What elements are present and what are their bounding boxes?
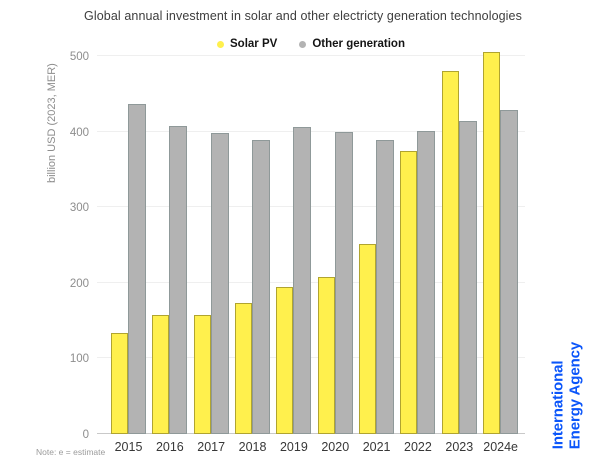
- bar-other-generation-2023: [458, 121, 477, 434]
- y-tick-label: 200: [69, 277, 89, 290]
- iea-wordmark-line2: Energy Agency: [566, 342, 584, 450]
- bar-solar-pv-2019: [276, 286, 294, 434]
- y-axis-title: billion USD (2023, MER): [46, 63, 58, 183]
- x-tick-label: 2019: [279, 440, 308, 454]
- legend-item-solar-pv: Solar PV: [217, 38, 277, 50]
- bar-solar-pv-2015: [111, 333, 128, 434]
- legend-label: Other generation: [312, 38, 405, 50]
- x-tick-label: 2021: [362, 440, 391, 454]
- x-tick-label: 2024e: [483, 440, 519, 454]
- plot-area: 0 100 200 300 400 500 2015 2016 2017 2018 2019 2020…: [70, 51, 525, 454]
- y-tick-label: 400: [69, 126, 89, 139]
- bar-other-generation-2016: [169, 126, 188, 434]
- legend-label: Solar PV: [230, 38, 278, 50]
- y-tick-label: 500: [69, 51, 89, 63]
- legend-dot-icon: [217, 40, 225, 48]
- legend-dot-icon: [299, 40, 307, 48]
- bar-other-generation-2018: [252, 139, 271, 434]
- bar-other-generation-2017: [210, 133, 229, 434]
- bar-other-generation-2020: [334, 131, 353, 434]
- x-tick-label: 2023: [445, 440, 474, 454]
- x-tick-label: 2022: [404, 440, 432, 454]
- bar-other-generation-2021: [376, 139, 395, 434]
- bar-other-generation-2022: [417, 130, 436, 434]
- iea-wordmark: International Energy Agency: [549, 342, 584, 450]
- bar-solar-pv-2020: [317, 276, 335, 434]
- x-tick-label: 2018: [238, 440, 267, 454]
- bar-solar-pv-2023: [441, 71, 459, 434]
- y-tick-label: 0: [82, 429, 89, 441]
- footnote: Note: e = estimate: [36, 447, 106, 457]
- x-tick-label: 2016: [155, 440, 184, 454]
- y-tick-label: 100: [69, 353, 89, 366]
- bar-other-generation-2015: [128, 103, 146, 434]
- bar-solar-pv-2016: [152, 314, 170, 434]
- legend-item-other-generation: Other generation: [299, 38, 405, 50]
- gridline-500: [97, 55, 525, 56]
- x-tick-label: 2017: [197, 440, 226, 454]
- bar-other-generation-2024e: [500, 110, 519, 434]
- bar-solar-pv-2022: [400, 151, 418, 434]
- bar-solar-pv-2018: [235, 303, 253, 434]
- x-tick-label: 2020: [321, 440, 350, 454]
- bar-solar-pv-2017: [193, 314, 211, 434]
- bar-solar-pv-2024e: [483, 52, 501, 434]
- x-tick-label: 2015: [114, 440, 143, 454]
- chart-legend: Solar PV Other generation: [97, 38, 525, 50]
- y-tick-label: 300: [69, 202, 89, 215]
- iea-wordmark-line1: International: [549, 360, 567, 450]
- chart-title: Global annual investment in solar and ot…: [84, 9, 522, 23]
- bar-solar-pv-2021: [359, 243, 377, 434]
- bar-other-generation-2019: [293, 127, 312, 434]
